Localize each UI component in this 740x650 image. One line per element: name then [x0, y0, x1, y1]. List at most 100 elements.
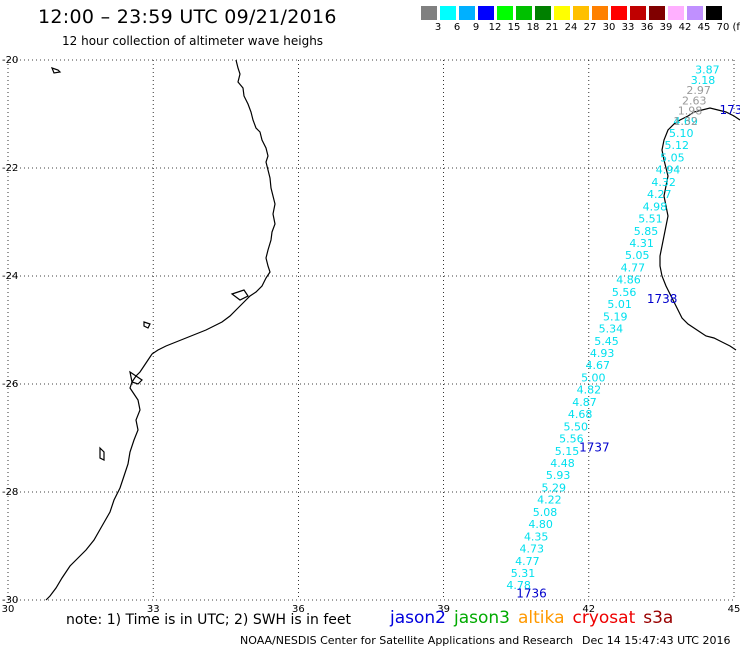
- color-swatch: [554, 6, 570, 20]
- color-scale-label: 70: [716, 22, 730, 33]
- color-swatch: [459, 6, 475, 20]
- color-scale-label: 3: [434, 22, 442, 33]
- pass-labels: 1736 1737 1738 1739: [516, 103, 740, 600]
- swh-value: 5.08: [533, 506, 558, 519]
- altimeter-track: 4.785.314.774.734.354.805.084.225.295.93…: [506, 64, 719, 593]
- swh-value: 4.73: [520, 543, 545, 556]
- swh-value: 3.18: [691, 74, 716, 87]
- color-swatch: [535, 6, 551, 20]
- swh-value: 4.68: [568, 408, 593, 421]
- lat-tick-label: -28: [2, 487, 18, 498]
- legend-item-jason3: jason3: [454, 608, 510, 628]
- lat-tick-label: -20: [2, 55, 18, 66]
- swh-value: 4.48: [550, 457, 575, 470]
- color-swatch: [421, 6, 437, 20]
- color-swatch: [668, 6, 684, 20]
- color-swatch: [706, 6, 722, 20]
- legend-item-s3a: s3a: [643, 608, 674, 628]
- pass-number-label: 1739: [719, 103, 740, 117]
- swh-value: 4.94: [656, 164, 681, 177]
- color-scale-label: 6: [453, 22, 461, 33]
- island-outline: [50, 67, 62, 74]
- swh-value: 5.29: [542, 481, 567, 494]
- lon-tick-label: 45: [728, 604, 740, 615]
- lat-tick-label: -30: [2, 595, 18, 606]
- color-scale-label: 18: [526, 22, 540, 33]
- color-scale-label: 21: [545, 22, 559, 33]
- lon-tick-label: 39: [437, 604, 450, 615]
- swh-value: 4.69: [673, 115, 698, 128]
- legend-item-cryosat: cryosat: [572, 608, 636, 628]
- swh-value: 4.31: [629, 237, 654, 250]
- swh-value: 5.51: [638, 213, 663, 226]
- color-scale-label: 9: [472, 22, 480, 33]
- legend-item-altika: altika: [518, 608, 565, 628]
- swh-value: 4.78: [506, 579, 531, 592]
- swh-value: 1.98: [678, 105, 703, 118]
- pass-number-label: 1736: [516, 586, 547, 600]
- page-subtitle: 12 hour collection of altimeter wave hei…: [62, 34, 324, 48]
- color-swatch: [478, 6, 494, 20]
- credit-line: NOAA/NESDIS Center for Satellite Applica…: [240, 634, 574, 647]
- swh-value: 4.87: [572, 396, 597, 409]
- swh-value: 5.15: [555, 445, 580, 458]
- pass-number-label: 1738: [647, 292, 678, 306]
- map-grid: [7, 59, 735, 601]
- swh-value: 4.77: [621, 261, 646, 274]
- swh-value: 2.63: [682, 94, 707, 107]
- satellite-legend: jason2 jason3 altika cryosat s3a: [390, 608, 681, 628]
- swh-value: 5.05: [625, 249, 650, 262]
- swh-value: 5.50: [563, 420, 588, 433]
- color-swatch: [630, 6, 646, 20]
- lat-tick-label: -24: [2, 271, 18, 282]
- color-scale-label: 27: [583, 22, 597, 33]
- color-swatch: [516, 6, 532, 20]
- color-scale-label: 12: [488, 22, 502, 33]
- lake-outline: [129, 370, 143, 385]
- color-swatch: [611, 6, 627, 20]
- island-outline: [230, 289, 249, 301]
- swh-value: 4.82: [577, 384, 602, 397]
- swh-value: 5.00: [581, 371, 606, 384]
- lon-tick-label: 42: [582, 604, 595, 615]
- swh-value: 4.27: [647, 188, 672, 201]
- swh-value: 4.32: [651, 176, 676, 189]
- swh-value: 2.97: [686, 84, 711, 97]
- pass-number-label: 1737: [579, 441, 610, 455]
- swh-value: 5.10: [669, 127, 694, 140]
- color-swatch: [440, 6, 456, 20]
- swh-value: 5.34: [599, 323, 624, 336]
- page-title: 12:00 – 23:59 UTC 09/21/2016: [38, 6, 337, 28]
- color-swatch: [573, 6, 589, 20]
- island-outline: [99, 446, 105, 461]
- swh-value: 5.56: [612, 286, 637, 299]
- legend-item-jason2: jason2: [390, 608, 446, 628]
- color-scale-label: 15: [507, 22, 521, 33]
- island-outline: [143, 321, 151, 329]
- axis-ticks: 30 33 36 39 42 45 -20 -22 -24 -26 -28 -30: [2, 55, 740, 615]
- color-scale-label: 42: [678, 22, 692, 33]
- coastline: [45, 59, 740, 601]
- units-note: note: 1) Time is in UTC; 2) SWH is in fe…: [66, 612, 352, 628]
- lon-tick-label: 36: [292, 604, 305, 615]
- color-scale-label: 36: [640, 22, 654, 33]
- swh-value: 5.93: [546, 469, 571, 482]
- swh-value: 4.22: [537, 494, 562, 507]
- lon-tick-label: 33: [147, 604, 160, 615]
- swh-value: 4.80: [528, 518, 553, 531]
- swh-value: 5.56: [559, 433, 584, 446]
- swh-value: 5.45: [594, 335, 619, 348]
- lon-tick-label: 30: [2, 604, 15, 615]
- swh-value: 4.86: [616, 274, 641, 287]
- madagascar-coastline: [659, 107, 740, 351]
- swh-value: 1.32: [673, 115, 698, 128]
- color-scale-unit: (ft): [732, 22, 740, 33]
- swh-value: 5.05: [660, 151, 685, 164]
- swh-value: 3.87: [695, 64, 720, 77]
- color-scale-label: 30: [602, 22, 616, 33]
- color-swatch: [497, 6, 513, 20]
- swh-value: 5.19: [603, 310, 628, 323]
- color-scale-label: 39: [659, 22, 673, 33]
- swh-value: 4.93: [590, 347, 615, 360]
